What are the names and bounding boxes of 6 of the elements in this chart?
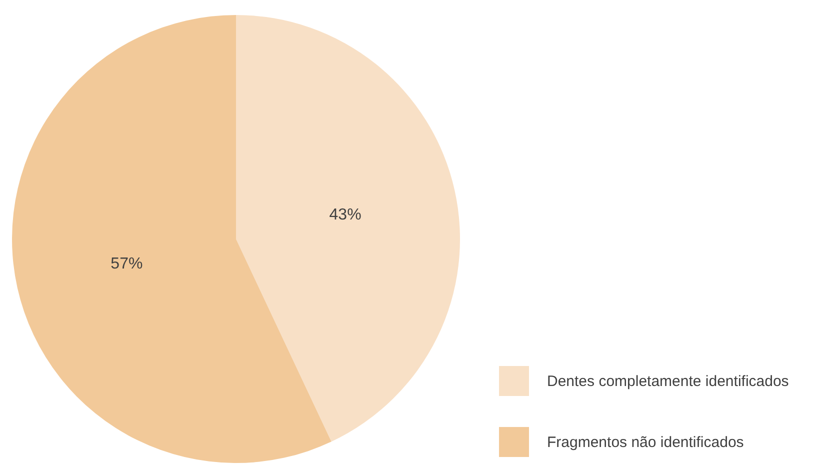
pie-slice bbox=[236, 15, 460, 442]
data-label: 57% bbox=[110, 255, 143, 272]
legend-label: Fragmentos não identificados bbox=[547, 434, 744, 451]
pie-slice bbox=[12, 15, 332, 463]
legend-label: Dentes completamente identificados bbox=[547, 373, 789, 390]
data-label: 43% bbox=[329, 206, 362, 224]
